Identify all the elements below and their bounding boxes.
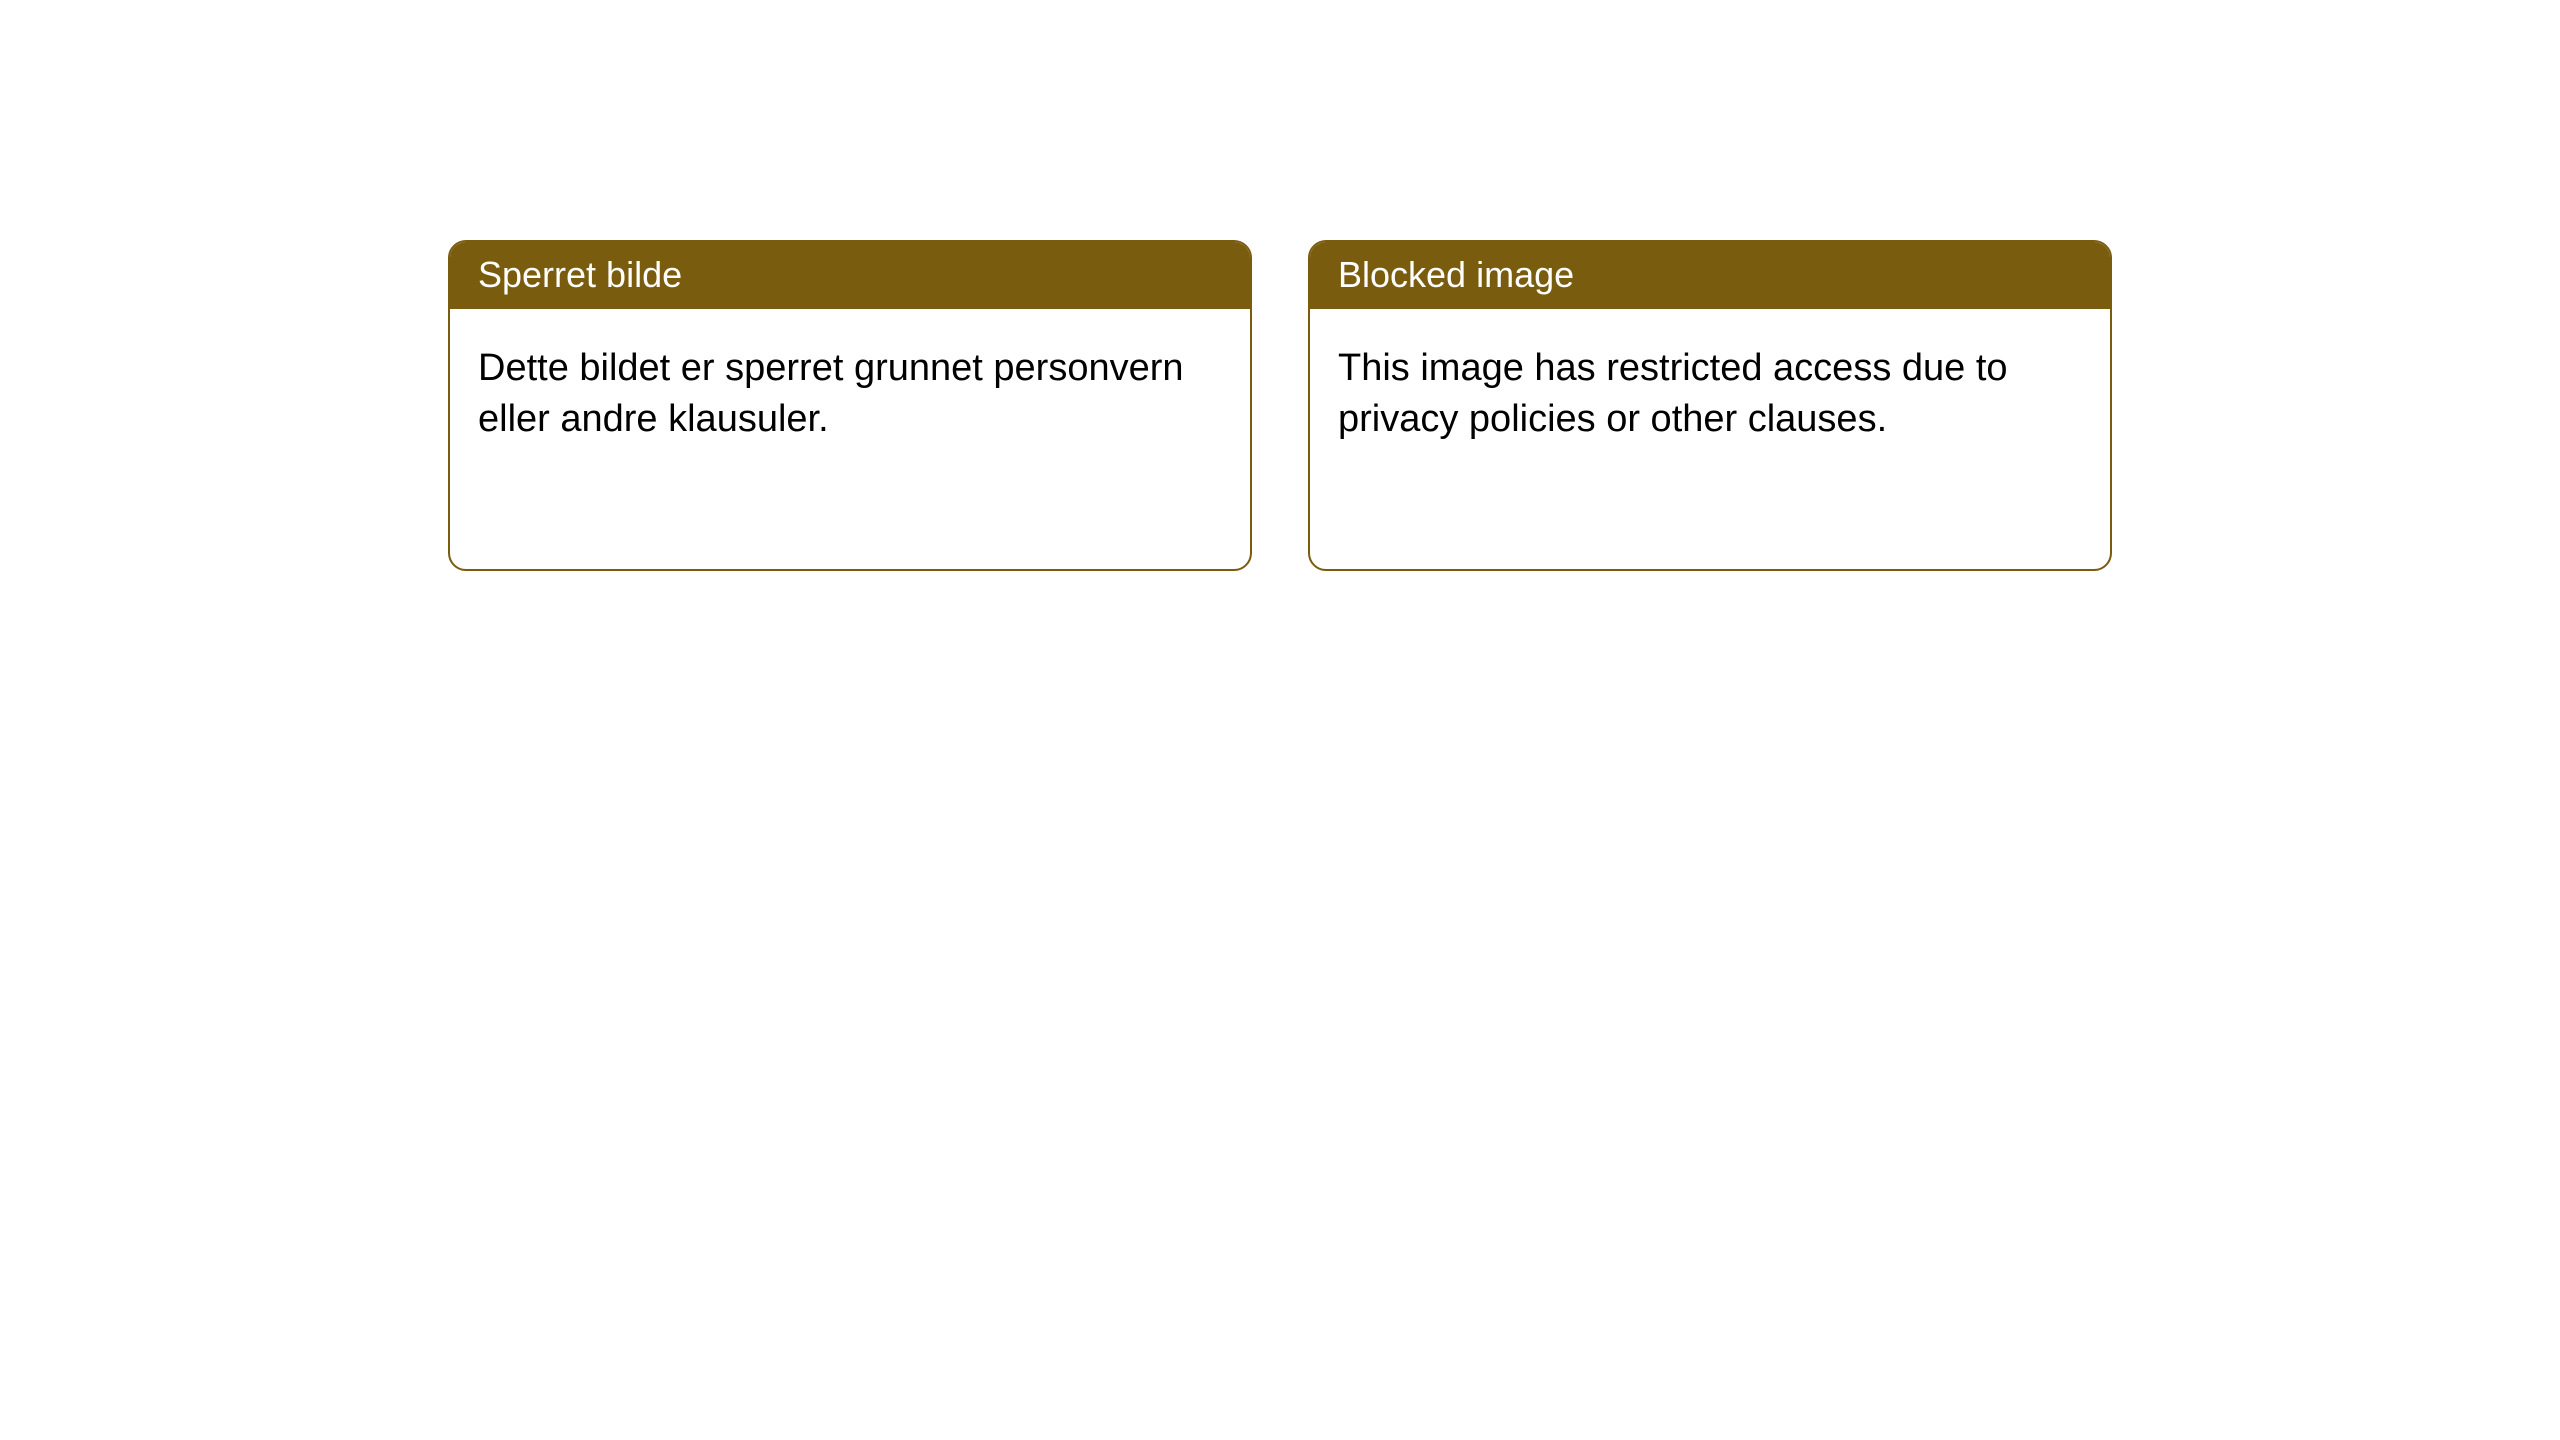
- notice-message: This image has restricted access due to …: [1338, 347, 2008, 440]
- notice-card-english: Blocked image This image has restricted …: [1308, 240, 2112, 571]
- notice-body: This image has restricted access due to …: [1310, 309, 2110, 569]
- notice-card-norwegian: Sperret bilde Dette bildet er sperret gr…: [448, 240, 1252, 571]
- notice-body: Dette bildet er sperret grunnet personve…: [450, 309, 1250, 569]
- notice-header: Sperret bilde: [450, 242, 1250, 309]
- notice-message: Dette bildet er sperret grunnet personve…: [478, 347, 1184, 440]
- notice-title: Blocked image: [1338, 254, 1574, 295]
- notice-header: Blocked image: [1310, 242, 2110, 309]
- notices-container: Sperret bilde Dette bildet er sperret gr…: [448, 240, 2112, 571]
- notice-title: Sperret bilde: [478, 254, 682, 295]
